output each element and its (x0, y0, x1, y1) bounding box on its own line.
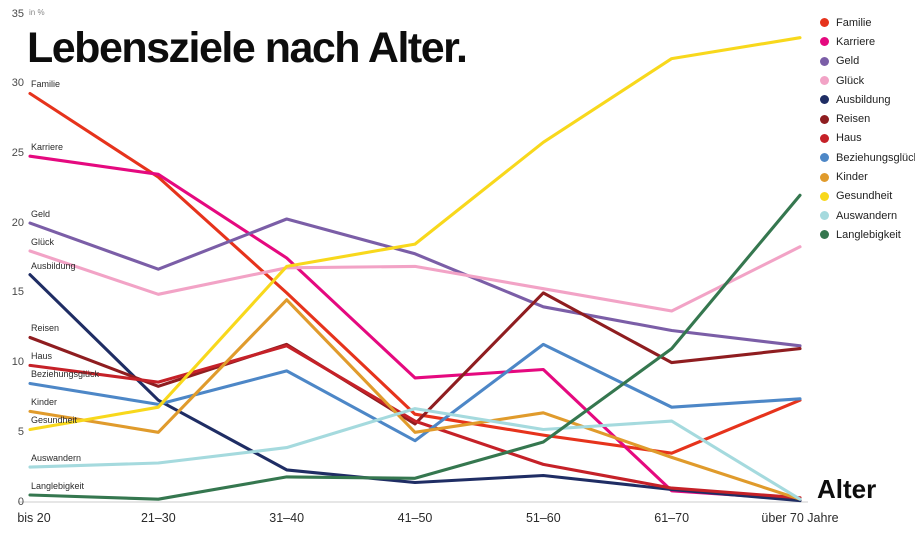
legend-item-geld: Geld (820, 52, 915, 71)
legend-item-reisen: Reisen (820, 109, 915, 128)
legend-item-familie: Familie (820, 13, 915, 32)
series-label-geld: Geld (31, 209, 51, 220)
legend-dot-icon (820, 153, 829, 163)
legend-item-glueck: Glück (820, 71, 915, 90)
series-line-langlebigkeit (28, 193, 802, 501)
legend-label: Beziehungsglück (836, 151, 915, 164)
legend-item-ausbildung: Ausbildung (820, 90, 915, 109)
legend-item-kinder: Kinder (820, 167, 915, 186)
series-label-kinder: Kinder (31, 397, 58, 408)
legend-dot-icon (820, 76, 829, 86)
series-line-kinder (28, 298, 802, 501)
legend-dot-icon (820, 37, 829, 47)
series-line-haus (28, 344, 802, 500)
legend-label: Ausbildung (836, 93, 891, 106)
legend-dot-icon (820, 133, 829, 143)
legend-dot-icon (820, 191, 829, 201)
chart-title: Lebensziele nach Alter. (27, 24, 468, 72)
legend: Familie Karriere Geld Glück Ausbildung Reisen… (820, 13, 915, 245)
y-tick-label: 30 (11, 77, 24, 90)
legend-label: Familie (836, 16, 872, 29)
legend-label: Kinder (836, 171, 868, 184)
series-line-geld (28, 217, 802, 348)
legend-label: Geld (836, 55, 860, 68)
series-line-beziehungsglueck (28, 342, 802, 443)
y-tick-label: 0 (17, 495, 24, 508)
series-line-auswandern (28, 407, 802, 501)
legend-item-karriere: Karriere (820, 32, 915, 51)
series-label-familie: Familie (31, 79, 61, 90)
x-tick-label-ueber-70-jahre: über 70 Jahre (761, 511, 839, 525)
x-tick-label-61-70: 61–70 (654, 511, 690, 525)
legend-dot-icon (820, 114, 829, 124)
legend-dot-icon (820, 56, 829, 66)
y-tick-label: 5 (17, 425, 24, 438)
series-label-gesundheit: Gesundheit (31, 415, 78, 426)
x-tick-label-51-60: 51–60 (525, 511, 561, 525)
legend-dot-icon (820, 172, 829, 182)
x-tick-label-21-30: 21–30 (140, 511, 176, 525)
y-axis-unit-label: in % (29, 8, 45, 17)
series-label-auswandern: Auswandern (31, 453, 82, 464)
series-label-langlebigkeit: Langlebigkeit (31, 481, 85, 492)
series-label-glueck: Glück (31, 237, 55, 248)
legend-label: Gesundheit (836, 190, 893, 203)
series-line-gesundheit (28, 36, 802, 432)
series-label-reisen: Reisen (31, 323, 60, 334)
legend-label: Glück (836, 74, 865, 87)
x-tick-label-41-50: 41–50 (397, 511, 433, 525)
series-label-ausbildung: Ausbildung (31, 260, 76, 271)
legend-item-haus: Haus (820, 129, 915, 148)
y-tick-label: 10 (11, 356, 24, 369)
legend-dot-icon (820, 230, 829, 240)
series-line-reisen (28, 291, 802, 426)
legend-label: Reisen (836, 113, 871, 126)
series-line-glueck (28, 245, 802, 313)
legend-dot-icon (820, 95, 829, 105)
legend-label: Auswandern (836, 209, 898, 222)
series-line-ausbildung (28, 273, 802, 503)
legend-item-langlebigkeit: Langlebigkeit (820, 225, 915, 244)
y-tick-label: 25 (11, 146, 24, 159)
y-tick-label: 20 (11, 216, 24, 229)
y-tick-label: 15 (11, 286, 24, 299)
series-line-familie (28, 91, 802, 455)
legend-dot-icon (820, 211, 829, 221)
series-label-haus: Haus (31, 351, 53, 362)
x-tick-label-31-40: 31–40 (269, 511, 305, 525)
legend-item-gesundheit: Gesundheit (820, 187, 915, 206)
legend-item-auswandern: Auswandern (820, 206, 915, 225)
x-tick-label-bis-20: bis 20 (17, 511, 51, 525)
legend-label: Karriere (836, 35, 876, 48)
x-axis-title: Alter (817, 474, 877, 504)
legend-item-beziehungsglueck: Beziehungsglück (820, 148, 915, 167)
series-label-karriere: Karriere (31, 142, 64, 153)
legend-label: Haus (836, 132, 862, 145)
legend-dot-icon (820, 18, 829, 28)
legend-label: Langlebigkeit (836, 228, 901, 241)
y-tick-label: 35 (11, 7, 24, 20)
series-label-beziehungsglueck: Beziehungsglück (31, 369, 100, 380)
